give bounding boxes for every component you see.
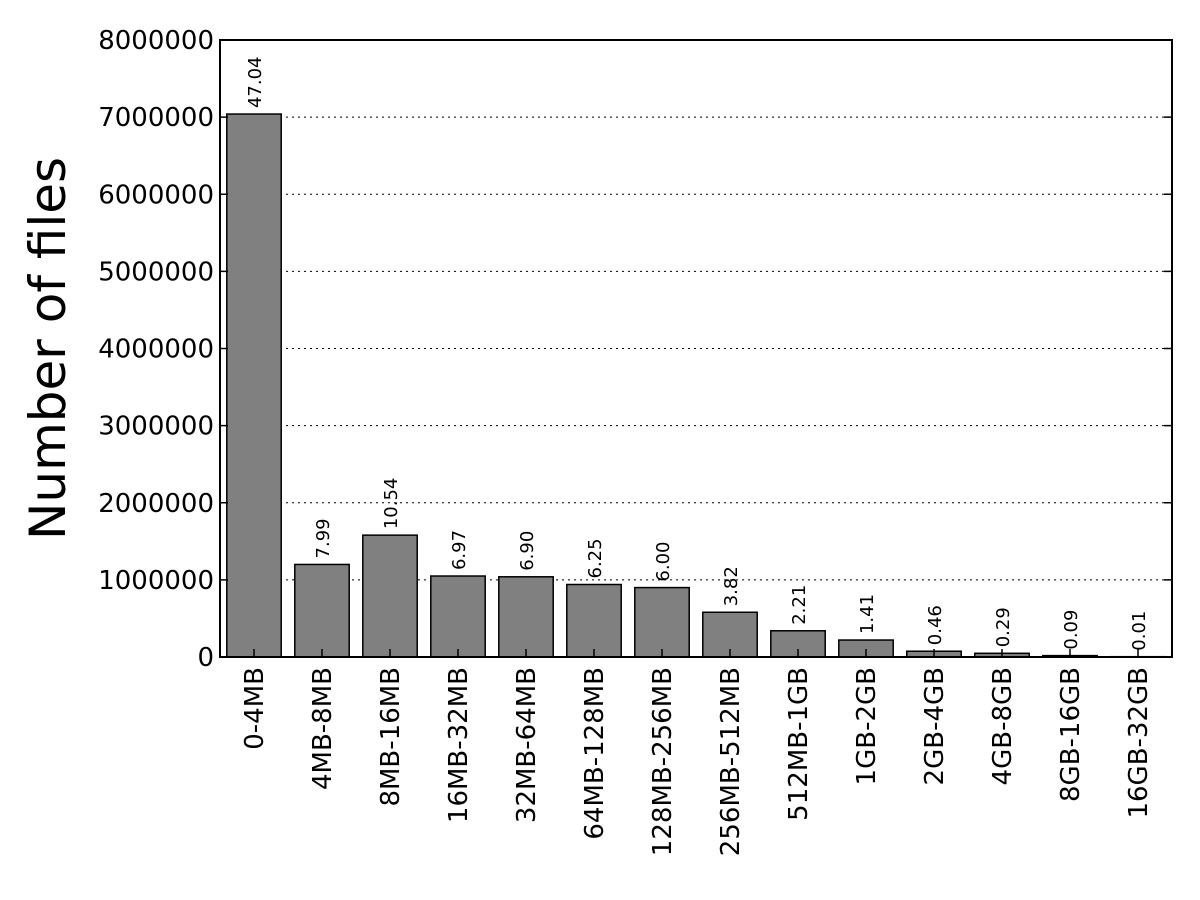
bar-value-label: 0.29 <box>993 607 1014 647</box>
y-tick-label: 8000000 <box>98 26 214 56</box>
y-axis-ticks: 0 1000000 2000000 3000000 4000000 5000000 6000… <box>98 26 1172 673</box>
bar-value-label: 3.82 <box>721 566 742 606</box>
y-tick-label: 2000000 <box>98 489 214 519</box>
bar <box>430 575 486 658</box>
y-tick-label: 0 <box>197 643 214 673</box>
bar <box>226 113 282 658</box>
bar <box>362 534 418 658</box>
x-tick-label: 128MB-256MB <box>648 667 678 856</box>
bar-value-label: 47.04 <box>245 57 266 109</box>
bar-value-label: 0.09 <box>1061 610 1082 650</box>
x-tick-label: 8GB-16GB <box>1056 667 1086 802</box>
x-tick-label: 2GB-4GB <box>920 667 950 785</box>
bar-value-label: 10.54 <box>381 478 402 530</box>
bar <box>294 563 350 658</box>
bar-value-label: 6.97 <box>449 530 470 570</box>
x-tick-label: 1GB-2GB <box>852 667 882 785</box>
bars <box>226 113 1166 658</box>
y-tick-label: 6000000 <box>98 180 214 210</box>
x-tick-label: 32MB-64MB <box>512 667 542 823</box>
x-tick-label: 256MB-512MB <box>716 667 746 856</box>
x-tick-label: 16GB-32GB <box>1124 667 1154 819</box>
y-tick-label: 1000000 <box>98 566 214 596</box>
y-tick-label: 4000000 <box>98 335 214 365</box>
bar-value-label: 6.90 <box>517 531 538 571</box>
bar-value-label: 7.99 <box>313 518 334 558</box>
y-tick-label: 5000000 <box>98 257 214 287</box>
bar-value-label: 6.25 <box>585 538 606 578</box>
data-labels: 47.04 7.99 10.54 6.97 6.90 6.25 6.00 3.82 2.21 1.… <box>245 57 1150 651</box>
x-tick-label: 8MB-16MB <box>376 667 406 807</box>
bar <box>634 586 690 658</box>
grid-lines <box>220 116 1172 581</box>
x-tick-label: 0-4MB <box>240 667 270 750</box>
y-axis-title: Number of files <box>19 157 77 540</box>
bar-value-label: 1.41 <box>857 594 878 634</box>
bar <box>566 583 622 658</box>
x-axis-ticks: 0-4MB 4MB-8MB 8MB-16MB 16MB-32MB 32MB-64MB 64… <box>240 649 1154 856</box>
bar-value-label: 0.01 <box>1129 611 1150 651</box>
y-tick-label: 7000000 <box>98 103 214 133</box>
bar <box>498 576 554 658</box>
x-tick-label: 4GB-8GB <box>988 667 1018 785</box>
y-tick-label: 3000000 <box>98 412 214 442</box>
bar-value-label: 0.46 <box>925 605 946 645</box>
x-tick-label: 16MB-32MB <box>444 667 474 823</box>
x-tick-label: 4MB-8MB <box>308 667 338 790</box>
bar-value-label: 6.00 <box>653 542 674 582</box>
bar-value-label: 2.21 <box>789 585 810 625</box>
x-tick-label: 512MB-1GB <box>784 667 814 821</box>
x-tick-label: 64MB-128MB <box>580 667 610 840</box>
